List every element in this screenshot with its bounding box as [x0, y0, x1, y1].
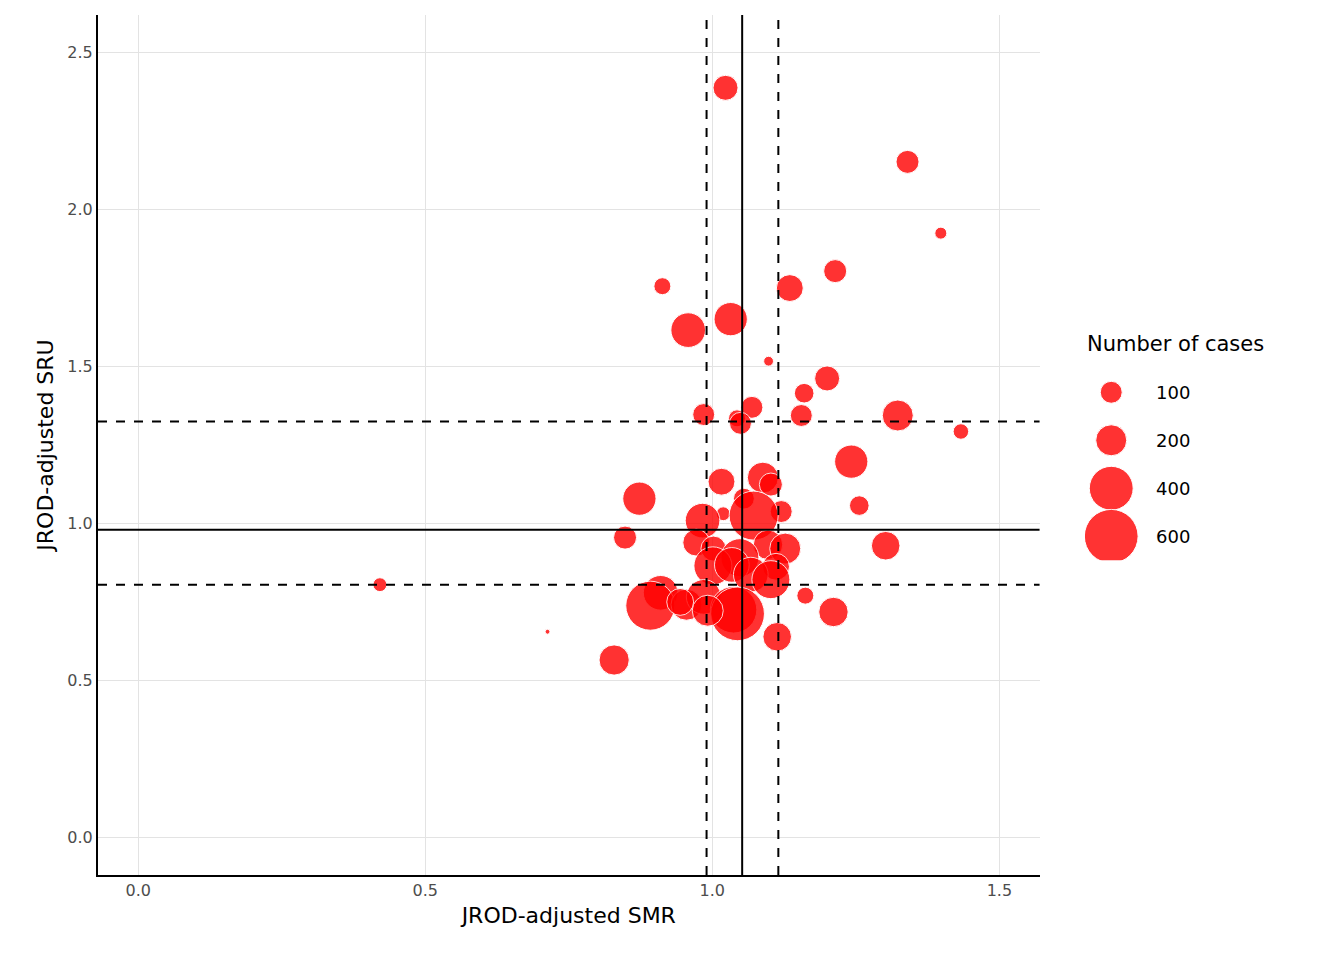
- svg-text:200: 200: [1156, 430, 1190, 451]
- svg-text:0.0: 0.0: [67, 828, 92, 847]
- svg-text:JROD-adjusted SMR: JROD-adjusted SMR: [460, 903, 676, 928]
- svg-text:0.5: 0.5: [413, 881, 438, 900]
- svg-text:Number of cases: Number of cases: [1087, 332, 1264, 356]
- svg-text:1.0: 1.0: [67, 514, 92, 533]
- svg-text:1.5: 1.5: [987, 881, 1012, 900]
- svg-text:JROD-adjusted SRU: JROD-adjusted SRU: [33, 339, 58, 552]
- svg-text:100: 100: [1156, 382, 1190, 403]
- svg-text:600: 600: [1156, 526, 1190, 547]
- svg-text:400: 400: [1156, 478, 1190, 499]
- svg-text:0.0: 0.0: [125, 881, 150, 900]
- svg-text:1.0: 1.0: [700, 881, 725, 900]
- svg-text:2.0: 2.0: [67, 200, 92, 219]
- svg-text:0.5: 0.5: [67, 671, 92, 690]
- svg-text:1.5: 1.5: [67, 357, 92, 376]
- svg-text:2.5: 2.5: [67, 43, 92, 62]
